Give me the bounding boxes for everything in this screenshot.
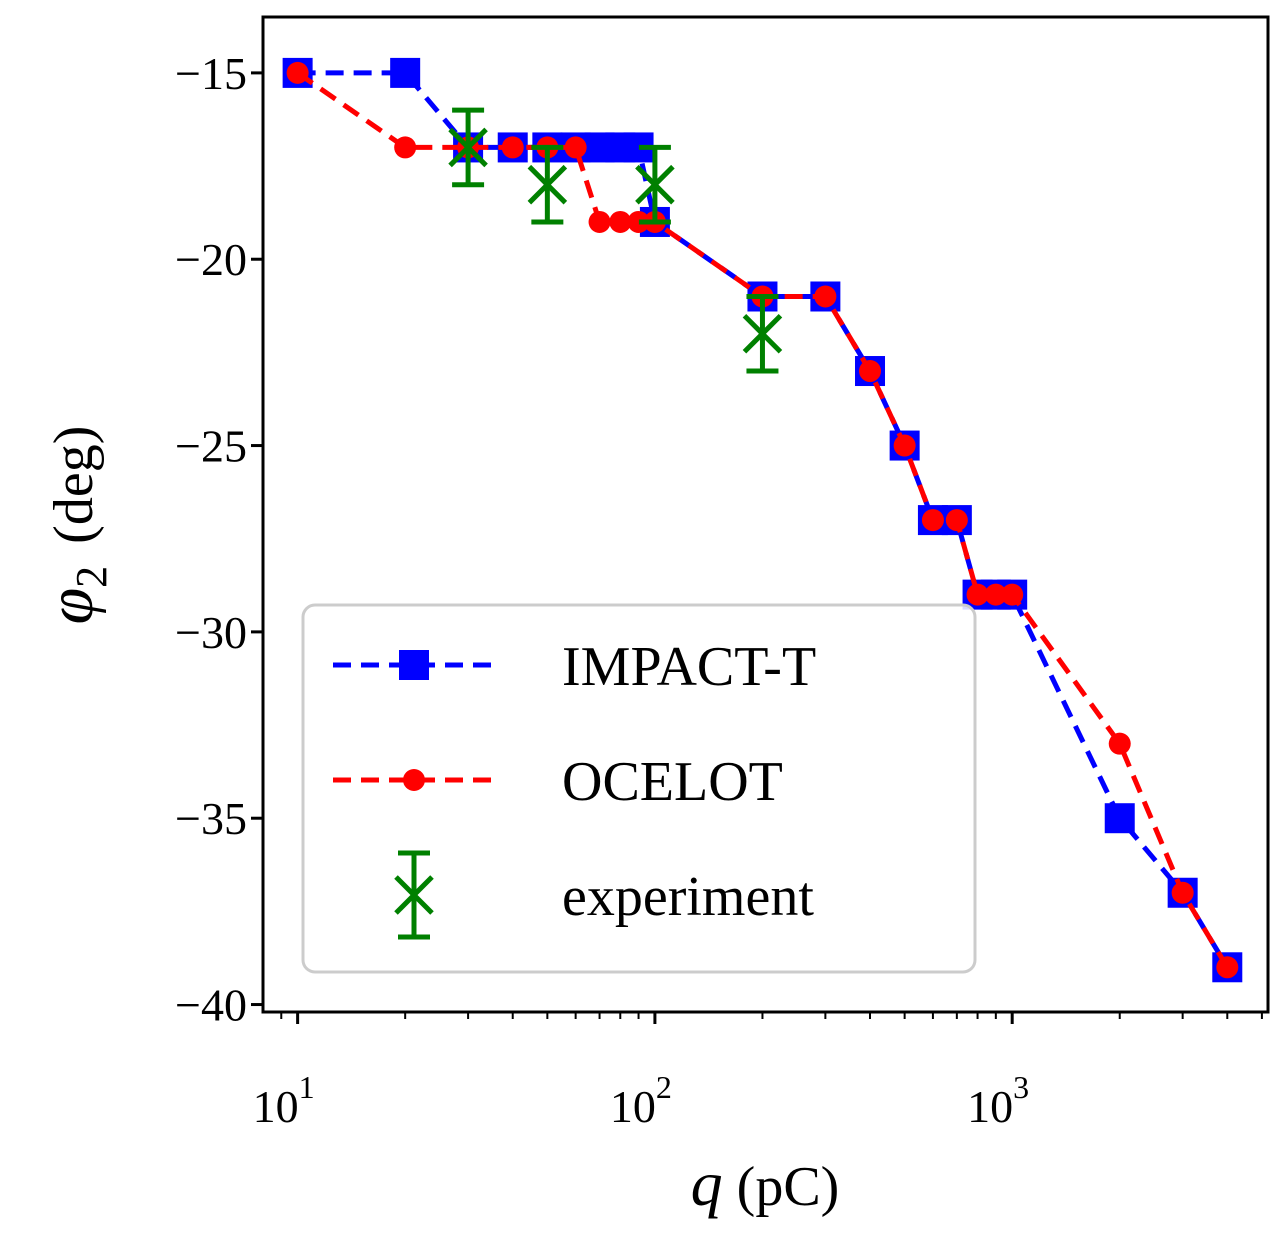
data-point bbox=[390, 57, 421, 88]
x-stroke bbox=[394, 875, 434, 915]
x-tick-label: 102 bbox=[610, 1069, 672, 1132]
x-tick-base: 10 bbox=[967, 1081, 1013, 1132]
series-line bbox=[296, 70, 1230, 969]
x-tick-exponent: 1 bbox=[299, 1069, 315, 1105]
x-stroke bbox=[527, 164, 568, 205]
x-tick-base: 10 bbox=[253, 1081, 299, 1132]
data-point bbox=[527, 164, 568, 205]
legend-label: IMPACT-T bbox=[562, 636, 816, 698]
x-tick-exponent: 2 bbox=[656, 1069, 672, 1105]
x-stroke bbox=[742, 313, 783, 354]
y-axis-subscript: 2 bbox=[67, 566, 116, 588]
legend-entry-ocelot: OCELOT bbox=[333, 751, 783, 813]
x-tick-label: 101 bbox=[253, 1069, 315, 1132]
x-stroke bbox=[448, 127, 488, 168]
series-experiment bbox=[448, 107, 783, 374]
data-point bbox=[448, 127, 488, 168]
data-point bbox=[588, 210, 611, 233]
y-axis-variable: φ bbox=[34, 588, 107, 625]
x-tick-label: 103 bbox=[967, 1069, 1029, 1132]
x-axis-variable: q bbox=[691, 1148, 723, 1219]
legend-label: OCELOT bbox=[562, 751, 783, 813]
y-axis-unit: (deg) bbox=[43, 426, 105, 544]
data-point bbox=[286, 61, 309, 84]
legend-entry-experiment: experiment bbox=[394, 850, 814, 940]
data-point bbox=[564, 136, 587, 159]
data-point bbox=[893, 434, 916, 457]
data-point bbox=[627, 210, 650, 233]
y-tick-label: −15 bbox=[175, 48, 247, 99]
y-tick-label: −20 bbox=[175, 234, 247, 285]
data-point bbox=[742, 313, 783, 354]
y-tick-label: −25 bbox=[175, 421, 247, 472]
legend-marker bbox=[394, 875, 434, 915]
data-point bbox=[921, 509, 944, 532]
legend-items: IMPACT-T OCELOT experiment bbox=[333, 636, 816, 940]
data-point bbox=[501, 136, 524, 159]
y-tick-label: −30 bbox=[175, 607, 247, 658]
legend-label: experiment bbox=[562, 866, 814, 928]
legend: IMPACT-T OCELOT experiment bbox=[301, 603, 977, 974]
data-point bbox=[966, 583, 989, 606]
y-tick-label: −35 bbox=[175, 793, 247, 844]
data-point bbox=[1171, 881, 1194, 904]
data-point bbox=[635, 164, 675, 205]
y-tick-label: −40 bbox=[175, 980, 247, 1031]
data-point bbox=[814, 285, 837, 308]
x-tick-base: 10 bbox=[610, 1081, 656, 1132]
data-point bbox=[984, 583, 1007, 606]
plot-frame bbox=[261, 15, 1270, 1014]
legend-box bbox=[301, 603, 977, 974]
data-point bbox=[1104, 803, 1135, 834]
data-point bbox=[1216, 956, 1239, 979]
data-point bbox=[609, 210, 632, 233]
legend-marker bbox=[403, 769, 425, 791]
x-stroke bbox=[635, 164, 675, 205]
legend-entry-impact-t: IMPACT-T bbox=[333, 636, 816, 698]
y-axis-label: φ2 (deg) bbox=[34, 426, 116, 625]
x-axis-unit: (pC) bbox=[723, 1156, 840, 1218]
data-point bbox=[1001, 583, 1024, 606]
data-point bbox=[394, 136, 417, 159]
x-axis-label: q (pC) bbox=[691, 1148, 840, 1219]
x-tick-exponent: 3 bbox=[1013, 1069, 1029, 1105]
series-layer bbox=[282, 57, 1243, 983]
legend-marker bbox=[399, 650, 429, 680]
data-point bbox=[945, 509, 968, 532]
data-point bbox=[859, 360, 882, 383]
data-point bbox=[1108, 732, 1131, 755]
